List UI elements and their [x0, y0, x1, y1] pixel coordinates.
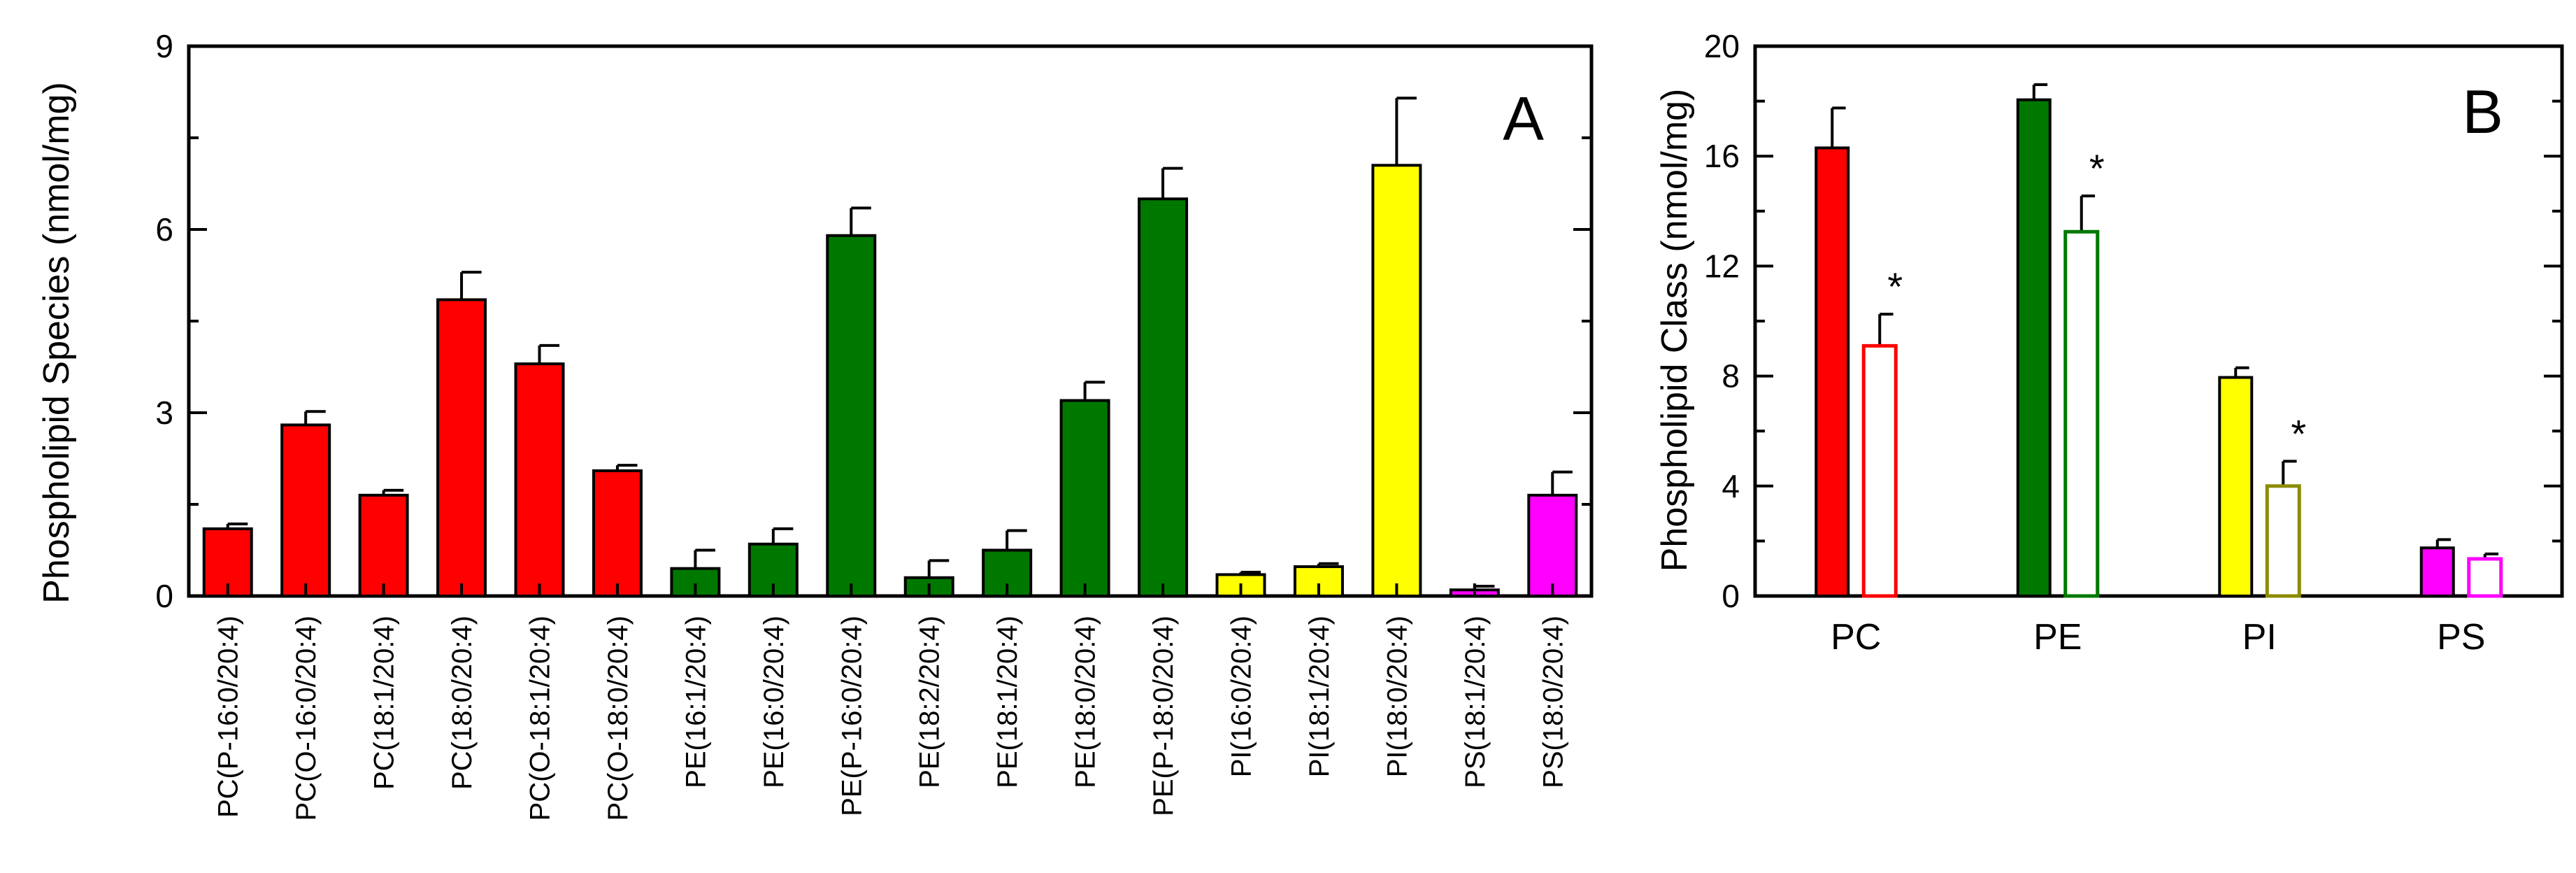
panel-a-x-tick-label: PE(16:1/20:4)	[680, 616, 711, 788]
panel-a-x-tick-label: PI(18:1/20:4)	[1304, 616, 1335, 777]
panel-a-x-tick-label: PC(O-16:0/20:4)	[291, 616, 322, 821]
panel-a-x-tick-label: PE(18:0/20:4)	[1071, 616, 1101, 788]
panel-a-x-tick-label: PE(P-16:0/20:4)	[836, 616, 867, 816]
panel-a-x-tick-label: PC(18:1/20:4)	[369, 616, 400, 790]
panel-a-bar	[280, 423, 331, 598]
panel-a-y-tick-label: 6	[155, 211, 173, 248]
panel-a-bar	[1138, 197, 1189, 598]
panel-a-x-tick-label: PC(O-18:1/20:4)	[525, 616, 556, 821]
panel-a-x-tick-label: PS(18:0/20:4)	[1538, 616, 1568, 788]
panel-a-bar	[436, 298, 487, 597]
panel-a-x-tick-label: PE(18:1/20:4)	[992, 616, 1023, 788]
panel-b-bar-treated	[2467, 557, 2503, 598]
panel-a-x-tick-label: PI(16:0/20:4)	[1226, 616, 1257, 777]
panel-b-bar-treated	[2063, 229, 2100, 598]
panel-b-bar-control	[2218, 376, 2254, 597]
panel-b-x-tick-label: PC	[1831, 617, 1881, 658]
panel-a-x-tick-label: PC(18:0/20:4)	[447, 616, 478, 790]
panel-b-significance-marker: *	[1887, 264, 1903, 308]
panel-a-bar	[747, 542, 799, 597]
panel-b-y-tick-label: 20	[1704, 28, 1740, 64]
panel-a-x-tick-label: PE(16:0/20:4)	[759, 616, 789, 788]
panel-a-bar	[514, 362, 565, 598]
panel-b-label: B	[2462, 77, 2503, 146]
panel-b-y-tick-label: 16	[1704, 138, 1740, 174]
panel-a-bar	[358, 493, 409, 598]
panel-b-y-tick-label: 8	[1722, 358, 1740, 395]
panel-a-y-tick-label: 0	[155, 578, 173, 614]
panel-a-y-tick-label: 9	[155, 28, 173, 64]
panel-a-x-tick-label: PS(18:1/20:4)	[1460, 616, 1491, 788]
panel-a-x-tick-label: PC(O-18:0/20:4)	[603, 616, 634, 821]
panel-a-chart: Phospholipid Species (nmol/mg) A 0 3 6 9 PC(…	[36, 28, 1594, 821]
panel-a-label: A	[1503, 84, 1544, 153]
panel-b-y-tick-label: 0	[1722, 578, 1740, 614]
panel-a-bar	[826, 234, 877, 597]
panel-b-bar-control	[2419, 546, 2455, 597]
panel-a-x-tick-label: PI(18:0/20:4)	[1382, 616, 1412, 777]
panel-b-bar-control	[1815, 146, 1850, 598]
panel-a-bar	[592, 469, 643, 598]
panel-b-x-tick-label: PE	[2033, 617, 2082, 658]
panel-b-y-tick-label: 12	[1704, 248, 1740, 284]
panel-b-significance-marker: *	[2089, 146, 2105, 190]
panel-a-bar	[1527, 493, 1578, 598]
panel-b-bar-treated	[1861, 343, 1898, 598]
panel-b-bar-control	[2016, 98, 2052, 597]
panel-b-significance-marker: *	[2291, 411, 2306, 455]
panel-a-y-tick-label: 3	[155, 395, 173, 431]
panel-b-x-tick-label: PS	[2437, 617, 2485, 658]
panel-b-x-tick-label: PI	[2242, 617, 2277, 658]
panel-b-chart: Phospholipid Class (nmol/mg) B 0 4 8 12 16 20…	[1654, 28, 2564, 658]
panel-a-bar	[1371, 164, 1422, 598]
panel-a-bar	[670, 567, 721, 598]
panel-a-y-axis-title: Phospholipid Species (nmol/mg)	[36, 82, 77, 604]
panel-a-x-tick-label: PC(P-16:0/20:4)	[213, 616, 244, 818]
panel-b-bar-treated	[2265, 484, 2301, 598]
panel-b-y-axis-title: Phospholipid Class (nmol/mg)	[1654, 89, 1695, 572]
panel-b-y-tick-label: 4	[1722, 468, 1740, 504]
panel-a-bar	[1059, 399, 1110, 597]
panel-a-x-tick-label: PE(18:2/20:4)	[915, 616, 945, 788]
panel-a-x-tick-label: PE(P-18:0/20:4)	[1148, 616, 1179, 816]
